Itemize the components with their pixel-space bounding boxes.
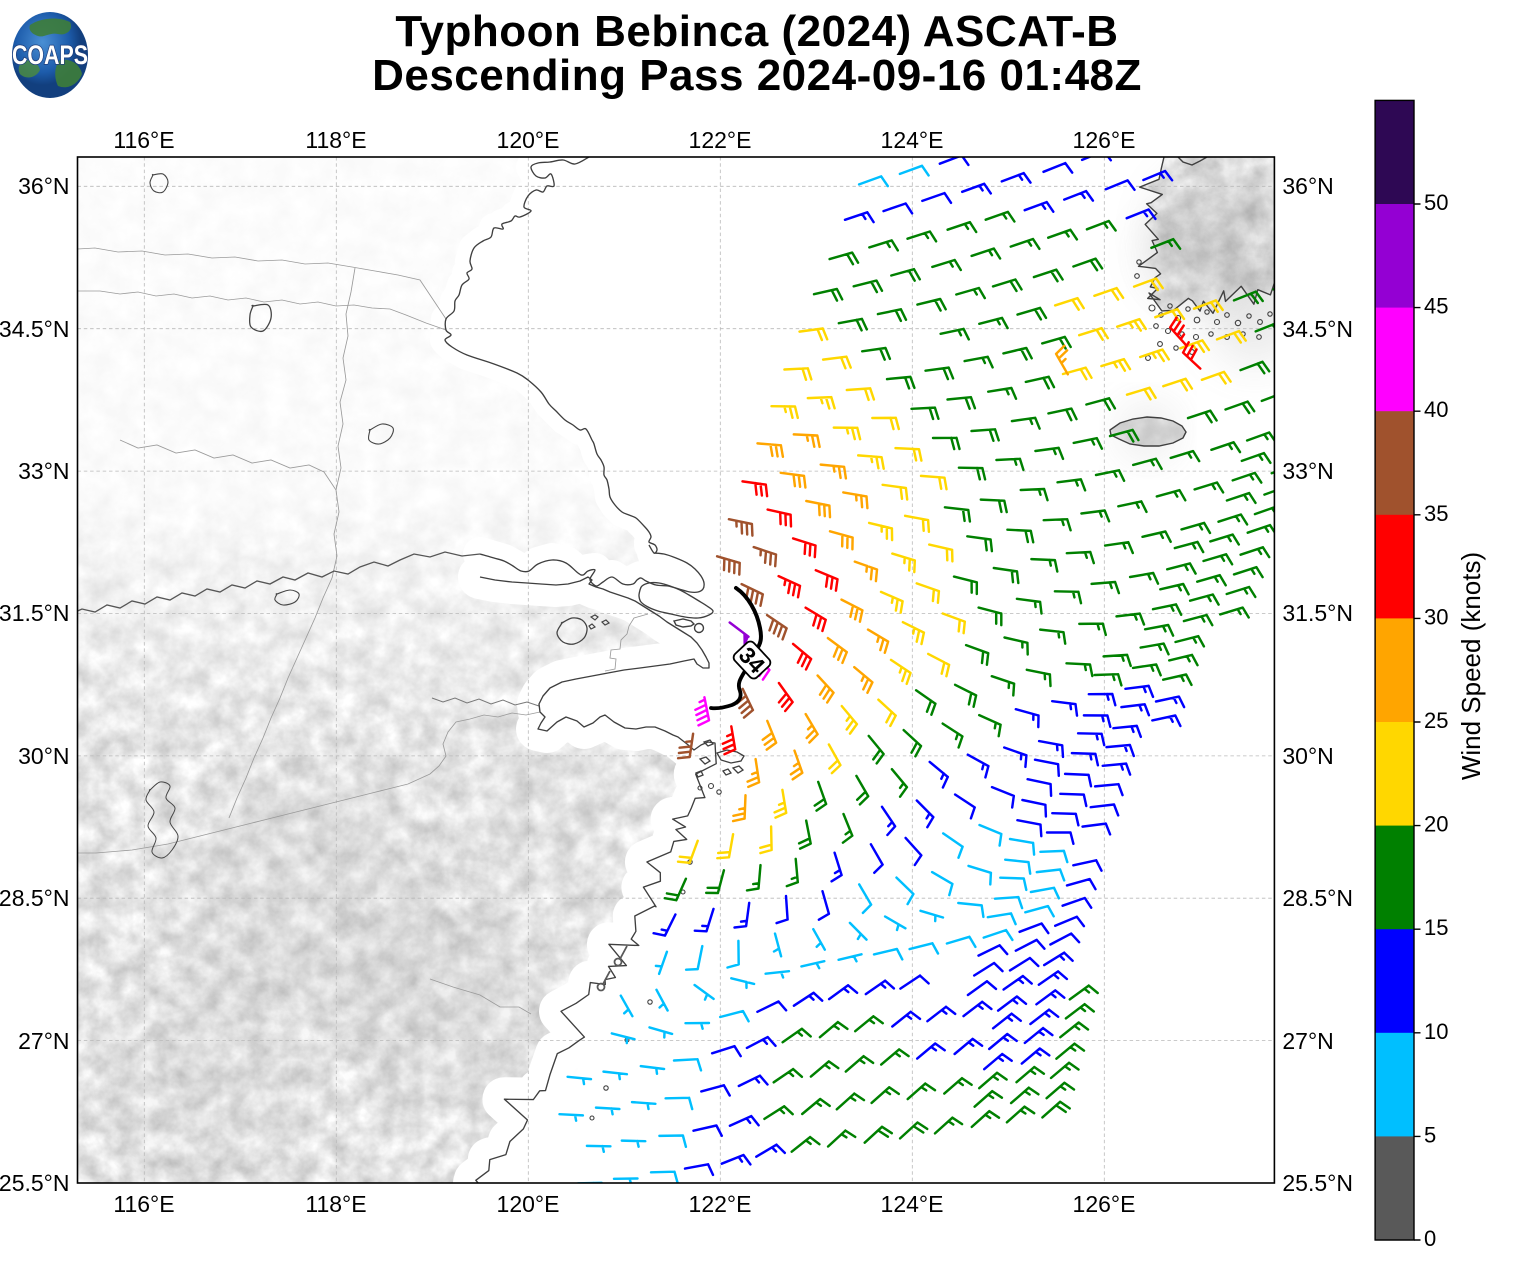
svg-text:28.5°N: 28.5°N <box>1282 885 1353 911</box>
svg-text:27°N: 27°N <box>1282 1028 1333 1054</box>
svg-text:30: 30 <box>1424 604 1448 629</box>
svg-text:50: 50 <box>1424 190 1448 215</box>
svg-text:28.5°N: 28.5°N <box>0 885 70 911</box>
svg-text:25.5°N: 25.5°N <box>1282 1170 1353 1196</box>
svg-text:COAPS: COAPS <box>12 40 88 70</box>
svg-text:34.5°N: 34.5°N <box>1282 316 1353 342</box>
svg-text:126°E: 126°E <box>1073 1191 1136 1217</box>
svg-text:31.5°N: 31.5°N <box>1282 600 1353 626</box>
svg-text:124°E: 124°E <box>881 1191 944 1217</box>
svg-text:124°E: 124°E <box>881 127 944 153</box>
svg-text:27°N: 27°N <box>18 1028 69 1054</box>
svg-text:116°E: 116°E <box>113 1191 174 1217</box>
svg-text:36°N: 36°N <box>18 173 69 199</box>
svg-text:118°E: 118°E <box>305 127 366 153</box>
svg-text:118°E: 118°E <box>305 1191 366 1217</box>
svg-text:Typhoon Bebinca (2024) ASCAT-B: Typhoon Bebinca (2024) ASCAT-B <box>395 7 1118 56</box>
svg-text:5: 5 <box>1424 1122 1436 1147</box>
svg-text:122°E: 122°E <box>689 127 752 153</box>
svg-text:33°N: 33°N <box>18 458 69 484</box>
svg-text:120°E: 120°E <box>497 1191 560 1217</box>
svg-text:45: 45 <box>1424 294 1448 319</box>
svg-text:30°N: 30°N <box>18 743 69 769</box>
svg-text:0: 0 <box>1424 1226 1436 1251</box>
svg-text:31.5°N: 31.5°N <box>0 600 70 626</box>
svg-text:35: 35 <box>1424 501 1448 526</box>
svg-text:25.5°N: 25.5°N <box>0 1170 70 1196</box>
svg-text:120°E: 120°E <box>497 127 560 153</box>
svg-text:15: 15 <box>1424 915 1448 940</box>
svg-text:116°E: 116°E <box>113 127 174 153</box>
svg-text:30°N: 30°N <box>1282 743 1333 769</box>
svg-text:126°E: 126°E <box>1073 127 1136 153</box>
svg-text:Wind Speed (knots): Wind Speed (knots) <box>1456 552 1486 780</box>
svg-text:20: 20 <box>1424 812 1448 837</box>
svg-text:Descending Pass 2024-09-16 01:: Descending Pass 2024-09-16 01:48Z <box>372 51 1142 100</box>
svg-text:122°E: 122°E <box>689 1191 752 1217</box>
svg-text:33°N: 33°N <box>1282 458 1333 484</box>
svg-text:25: 25 <box>1424 708 1448 733</box>
svg-text:40: 40 <box>1424 397 1448 422</box>
svg-text:36°N: 36°N <box>1282 173 1333 199</box>
svg-text:10: 10 <box>1424 1019 1448 1044</box>
svg-text:34.5°N: 34.5°N <box>0 316 70 342</box>
